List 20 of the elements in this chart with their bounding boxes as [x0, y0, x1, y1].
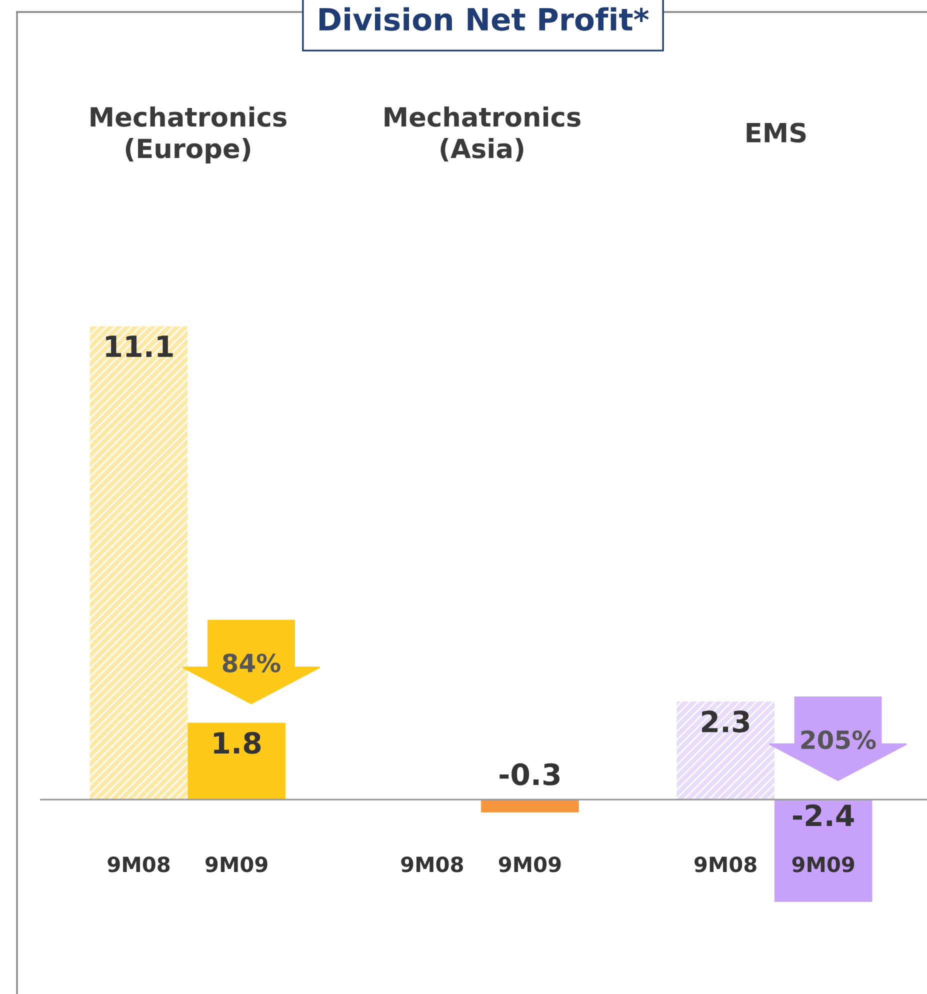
data-label: 2.3 [702, 710, 750, 733]
text: Mechatronics (Europe) [90, 106, 286, 164]
text: EMS [746, 122, 806, 143]
data-label: -0.3 [500, 763, 560, 786]
x-tick-label: 9M09 [792, 856, 854, 872]
x-tick-label: 9M09 [206, 856, 268, 872]
x-tick-label: 9M08 [108, 856, 170, 872]
x-tick-label: 9M08 [694, 856, 756, 872]
annotation: 205% [801, 730, 876, 750]
x-tick-label: 9M08 [401, 856, 463, 872]
text: Mechatronics (Asia) [384, 106, 580, 162]
bar [188, 722, 286, 800]
x-tick-label: 9M09 [498, 856, 561, 872]
bar [481, 800, 579, 812]
bar [90, 326, 188, 800]
annotation: 84% [222, 654, 280, 672]
data-label: 1.8 [214, 732, 261, 754]
chart-title: Division Net Profit* [319, 7, 649, 31]
data-label: 11.1 [106, 336, 173, 357]
data-label: -2.4 [793, 804, 854, 826]
